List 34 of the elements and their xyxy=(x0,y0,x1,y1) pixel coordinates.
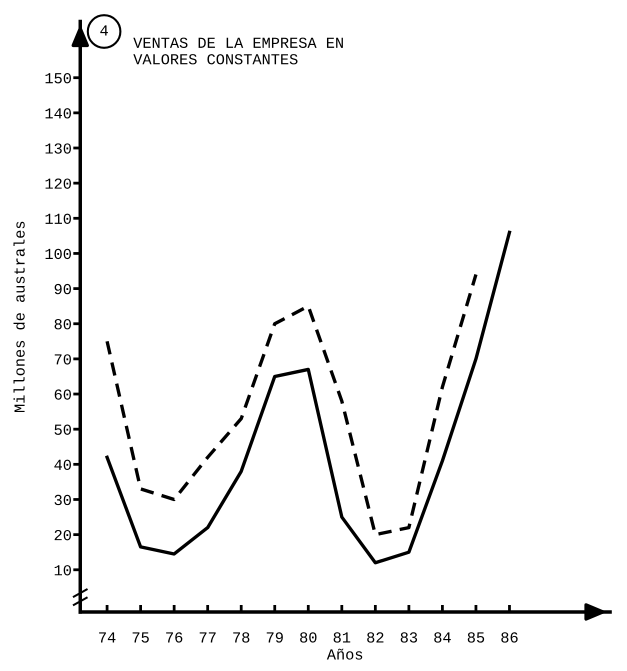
x-tick-label: 76 xyxy=(166,632,182,643)
x-tick-label: 78 xyxy=(233,632,250,643)
y-tick-label: 140 xyxy=(46,108,71,119)
y-tick-label: 30 xyxy=(54,494,71,506)
x-tick-label: 79 xyxy=(266,632,283,643)
y-tick-label: 50 xyxy=(54,424,71,435)
y-tick-label: 10 xyxy=(54,565,71,576)
x-axis-title: Años xyxy=(326,648,362,660)
x-tick-label: 77 xyxy=(200,632,216,642)
y-tick-label: 100 xyxy=(46,248,71,260)
y-tick-label: 20 xyxy=(54,530,71,540)
y-tick-label: 70 xyxy=(54,354,71,365)
x-tick-label: 75 xyxy=(132,632,149,643)
y-tick-label: 40 xyxy=(54,460,71,470)
y-tick-label: 150 xyxy=(46,73,71,84)
x-tick-label: 74 xyxy=(99,632,116,642)
x-tick-label: 84 xyxy=(434,632,451,643)
y-tick-label: 120 xyxy=(46,178,71,189)
y-tick-label: 60 xyxy=(54,389,71,400)
x-tick-label: 83 xyxy=(400,632,418,643)
x-tick-label: 80 xyxy=(300,632,317,643)
x-tick-label: 86 xyxy=(501,632,518,643)
line-series xyxy=(105,272,478,536)
x-tick-label: 81 xyxy=(334,632,350,643)
x-tick-label: 85 xyxy=(468,632,484,643)
y-tick-label: 130 xyxy=(46,143,71,154)
y-tick-label: 90 xyxy=(54,284,71,294)
y-tick-label: 110 xyxy=(46,214,71,224)
y-tick-label: 80 xyxy=(54,319,71,330)
y-axis-title: Millones de australes xyxy=(14,222,25,412)
x-tick-label: 82 xyxy=(367,632,384,643)
line-series xyxy=(105,230,512,564)
annotation: 4 xyxy=(100,25,108,36)
text: VENTAS DE LA EMPRESA EN VALORES CONSTANTES xyxy=(133,38,343,64)
